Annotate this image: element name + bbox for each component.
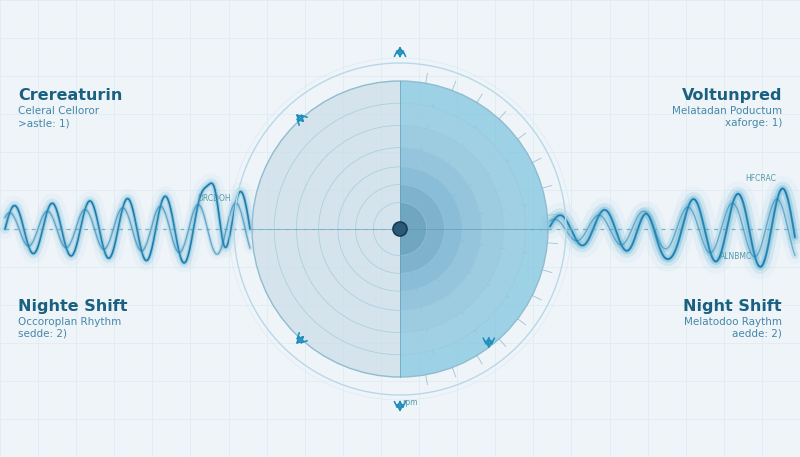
Polygon shape xyxy=(400,125,503,333)
Text: Voltunpred: Voltunpred xyxy=(682,88,782,103)
Text: Crereaturin: Crereaturin xyxy=(18,88,122,103)
Text: HFCRAC: HFCRAC xyxy=(745,174,776,183)
Text: DRCDOH: DRCDOH xyxy=(197,194,231,203)
Polygon shape xyxy=(400,185,444,273)
Text: Celeral Celloror: Celeral Celloror xyxy=(18,106,99,116)
Polygon shape xyxy=(400,81,548,377)
Polygon shape xyxy=(400,167,462,291)
Text: >astle: 1): >astle: 1) xyxy=(18,118,70,128)
Polygon shape xyxy=(400,202,426,255)
Text: Nighte Shift: Nighte Shift xyxy=(18,299,127,314)
Circle shape xyxy=(393,222,407,236)
Text: sedde: 2): sedde: 2) xyxy=(18,329,67,339)
Polygon shape xyxy=(400,103,526,355)
Text: aedde: 2): aedde: 2) xyxy=(732,329,782,339)
Text: rpm: rpm xyxy=(402,398,418,407)
Text: xaforge: 1): xaforge: 1) xyxy=(725,118,782,128)
Polygon shape xyxy=(400,148,482,310)
Text: Melatodoo Raythm: Melatodoo Raythm xyxy=(684,317,782,327)
Text: Night Shift: Night Shift xyxy=(683,299,782,314)
Text: Occoroplan Rhythm: Occoroplan Rhythm xyxy=(18,317,122,327)
Polygon shape xyxy=(252,81,400,377)
Text: Melatadan Poductum: Melatadan Poductum xyxy=(672,106,782,116)
Text: ALNBMC: ALNBMC xyxy=(720,252,752,261)
